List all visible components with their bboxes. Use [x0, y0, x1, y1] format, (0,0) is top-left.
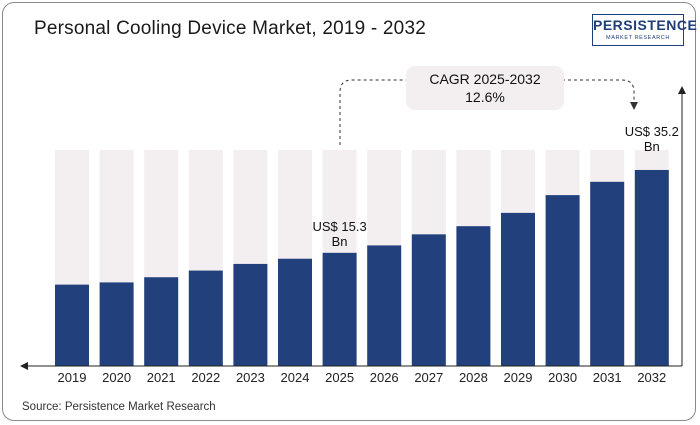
cagr-callout-box — [406, 66, 564, 110]
x-axis-arrow — [20, 362, 28, 370]
bar — [55, 284, 89, 366]
bar — [144, 277, 179, 366]
bar — [233, 263, 268, 366]
y-axis-arrow — [678, 86, 686, 94]
bar — [99, 282, 134, 366]
data-label: US$ 35.2 — [625, 124, 679, 139]
x-tick-label: 2029 — [504, 370, 533, 385]
cagr-arrowhead — [630, 102, 638, 110]
bar — [322, 252, 357, 366]
bar — [545, 195, 580, 366]
persistence-logo: PERSISTENCE MARKET RESEARCH — [592, 14, 698, 46]
x-tick-label: 2024 — [281, 370, 310, 385]
x-tick-label: 2028 — [459, 370, 488, 385]
bar — [456, 226, 491, 366]
source-note: Source: Persistence Market Research — [22, 401, 216, 413]
cagr-value: 12.6% — [465, 89, 505, 105]
data-label: US$ 15.3 — [312, 219, 366, 234]
bar — [634, 169, 669, 366]
bar — [367, 245, 402, 366]
logo-subtext: MARKET RESEARCH — [606, 35, 670, 41]
x-tick-label: 2023 — [236, 370, 265, 385]
x-tick-label: 2026 — [370, 370, 399, 385]
x-tick-label: 2020 — [102, 370, 131, 385]
x-tick-label: 2031 — [593, 370, 622, 385]
logo-text: PERSISTENCE — [593, 17, 698, 33]
bar — [501, 212, 535, 366]
chart-title: Personal Cooling Device Market, 2019 - 2… — [34, 18, 426, 39]
cagr-connector-right — [562, 79, 635, 104]
bar — [590, 181, 625, 366]
x-tick-label: 2030 — [548, 370, 577, 385]
bar — [411, 234, 446, 366]
cagr-label: CAGR 2025-2032 — [429, 71, 541, 87]
data-label: Bn — [332, 234, 348, 249]
bar — [188, 270, 223, 366]
data-label: Bn — [644, 139, 660, 154]
x-tick-label: 2022 — [191, 370, 220, 385]
x-tick-label: 2019 — [58, 370, 87, 385]
x-tick-label: 2021 — [147, 370, 176, 385]
x-tick-label: 2025 — [325, 370, 354, 385]
bar — [278, 258, 312, 366]
cagr-connector-left — [339, 79, 408, 145]
x-tick-label: 2027 — [414, 370, 443, 385]
x-tick-label: 2032 — [637, 370, 666, 385]
